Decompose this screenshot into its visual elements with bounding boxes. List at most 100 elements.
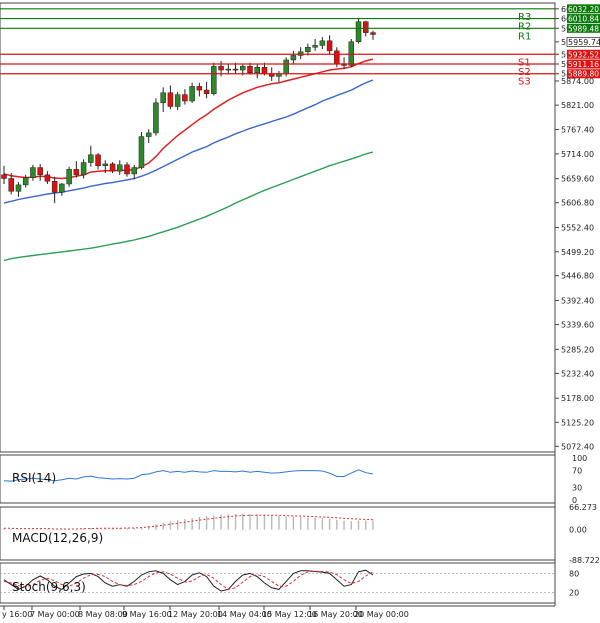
candle: [160, 87, 166, 112]
candle-body: [44, 174, 51, 182]
level-badge: [567, 59, 600, 69]
x-tick-label: 20 May 00:00: [354, 610, 409, 619]
y-tick-label: 5285.20: [561, 345, 594, 354]
candle: [73, 161, 80, 178]
level-badge-text: 5911.16: [568, 60, 599, 69]
candle-body: [283, 59, 289, 74]
candle-body: [218, 66, 224, 71]
candle: [319, 37, 326, 50]
candle: [88, 145, 94, 167]
candle: [225, 63, 232, 75]
candle: [30, 164, 36, 181]
candle-body: [22, 177, 29, 186]
y-tick-label: 5125.20: [561, 418, 594, 427]
y-tick-label: 5659.60: [561, 175, 594, 184]
stoch-y-tick: 80: [569, 569, 579, 578]
candle: [109, 162, 116, 174]
y-tick-label: 5392.40: [561, 296, 594, 305]
candle-body: [305, 46, 311, 53]
candle: [37, 163, 43, 181]
candle-body: [355, 21, 362, 42]
candle: [1, 165, 7, 184]
candle: [247, 62, 253, 75]
rsi-y-tick: 30: [572, 483, 582, 492]
candle: [22, 174, 29, 188]
candle: [95, 152, 101, 170]
y-tick-label: 5339.60: [561, 321, 594, 330]
candle-body: [66, 169, 72, 185]
level-badge-text: 5989.48: [568, 24, 599, 33]
candle: [312, 39, 318, 51]
x-tick-label: y 16:00: [2, 610, 32, 619]
candle: [305, 43, 311, 56]
macd-title: MACD(12,26,9): [12, 531, 103, 545]
candle: [297, 47, 304, 60]
candle: [117, 160, 123, 175]
candle: [153, 98, 159, 136]
candle-body: [203, 89, 210, 94]
candle: [370, 30, 376, 40]
level-badge: [567, 49, 600, 59]
rsi-panel-frame: [0, 454, 556, 504]
x-tick-label: 16 May 20:00: [308, 610, 363, 619]
candle-body: [102, 163, 109, 166]
rsi-title: RSI(14): [12, 471, 56, 485]
level-label-r1: R1: [518, 31, 531, 42]
candle-body: [232, 68, 239, 71]
stoch-title: Stoch(9,6,3): [12, 580, 86, 594]
macd-signal-line: [4, 514, 374, 530]
candle-body: [37, 167, 43, 176]
candle-body: [319, 40, 326, 46]
candle: [355, 18, 362, 44]
candle-body: [88, 154, 94, 163]
candle: [44, 171, 51, 184]
level-label-s3: S3: [518, 77, 531, 88]
level-label-r2: R2: [518, 22, 531, 33]
candle-body: [109, 163, 116, 172]
y-tick-label: 5178.00: [561, 394, 594, 403]
candle: [174, 91, 181, 111]
candle: [124, 162, 130, 177]
candle-body: [196, 86, 203, 91]
ma-mid-line: [3, 79, 374, 204]
candle-body: [363, 21, 369, 33]
candle-body: [348, 41, 355, 66]
candle: [59, 183, 65, 196]
candle-body: [189, 86, 195, 102]
y-tick-label: 5552.40: [561, 224, 594, 233]
candle-body: [182, 94, 188, 102]
candle-body: [131, 167, 137, 175]
candle-body: [145, 132, 152, 137]
candle-body: [117, 164, 123, 172]
x-tick-label: 12 May 20:00: [168, 610, 223, 619]
x-tick-label: 7 May 00:00: [30, 610, 80, 619]
x-tick-label: 15 May 12:00: [262, 610, 317, 619]
ma-slow-line: [3, 151, 374, 262]
macd-y-tick: -88.722: [569, 556, 600, 565]
rsi-line: [3, 469, 374, 482]
macd-panel-frame: [0, 506, 556, 561]
candle-body: [160, 92, 166, 104]
candle-body: [334, 50, 340, 64]
y-tick-label: 5874.00: [561, 77, 594, 86]
candle-body: [254, 67, 260, 73]
candle: [102, 160, 109, 174]
candle-body: [51, 180, 58, 193]
level-badge-text: 6010.84: [568, 15, 599, 24]
last-price-badge: [566, 37, 600, 47]
level-badge: [567, 69, 600, 79]
y-tick-label: 5767.40: [561, 126, 594, 135]
level-badge: [567, 23, 600, 33]
candle: [290, 50, 297, 65]
level-badge: [567, 4, 600, 14]
candle: [80, 159, 87, 179]
y-tick-label: 5446.80: [561, 272, 594, 281]
candle-body: [211, 66, 217, 94]
candle: [138, 132, 145, 170]
last-price-text: 5959.74: [568, 38, 600, 47]
candle-body: [297, 51, 304, 56]
y-tick-label: 5606.80: [561, 199, 594, 208]
x-tick-label: 8 May 08:00: [78, 610, 128, 619]
